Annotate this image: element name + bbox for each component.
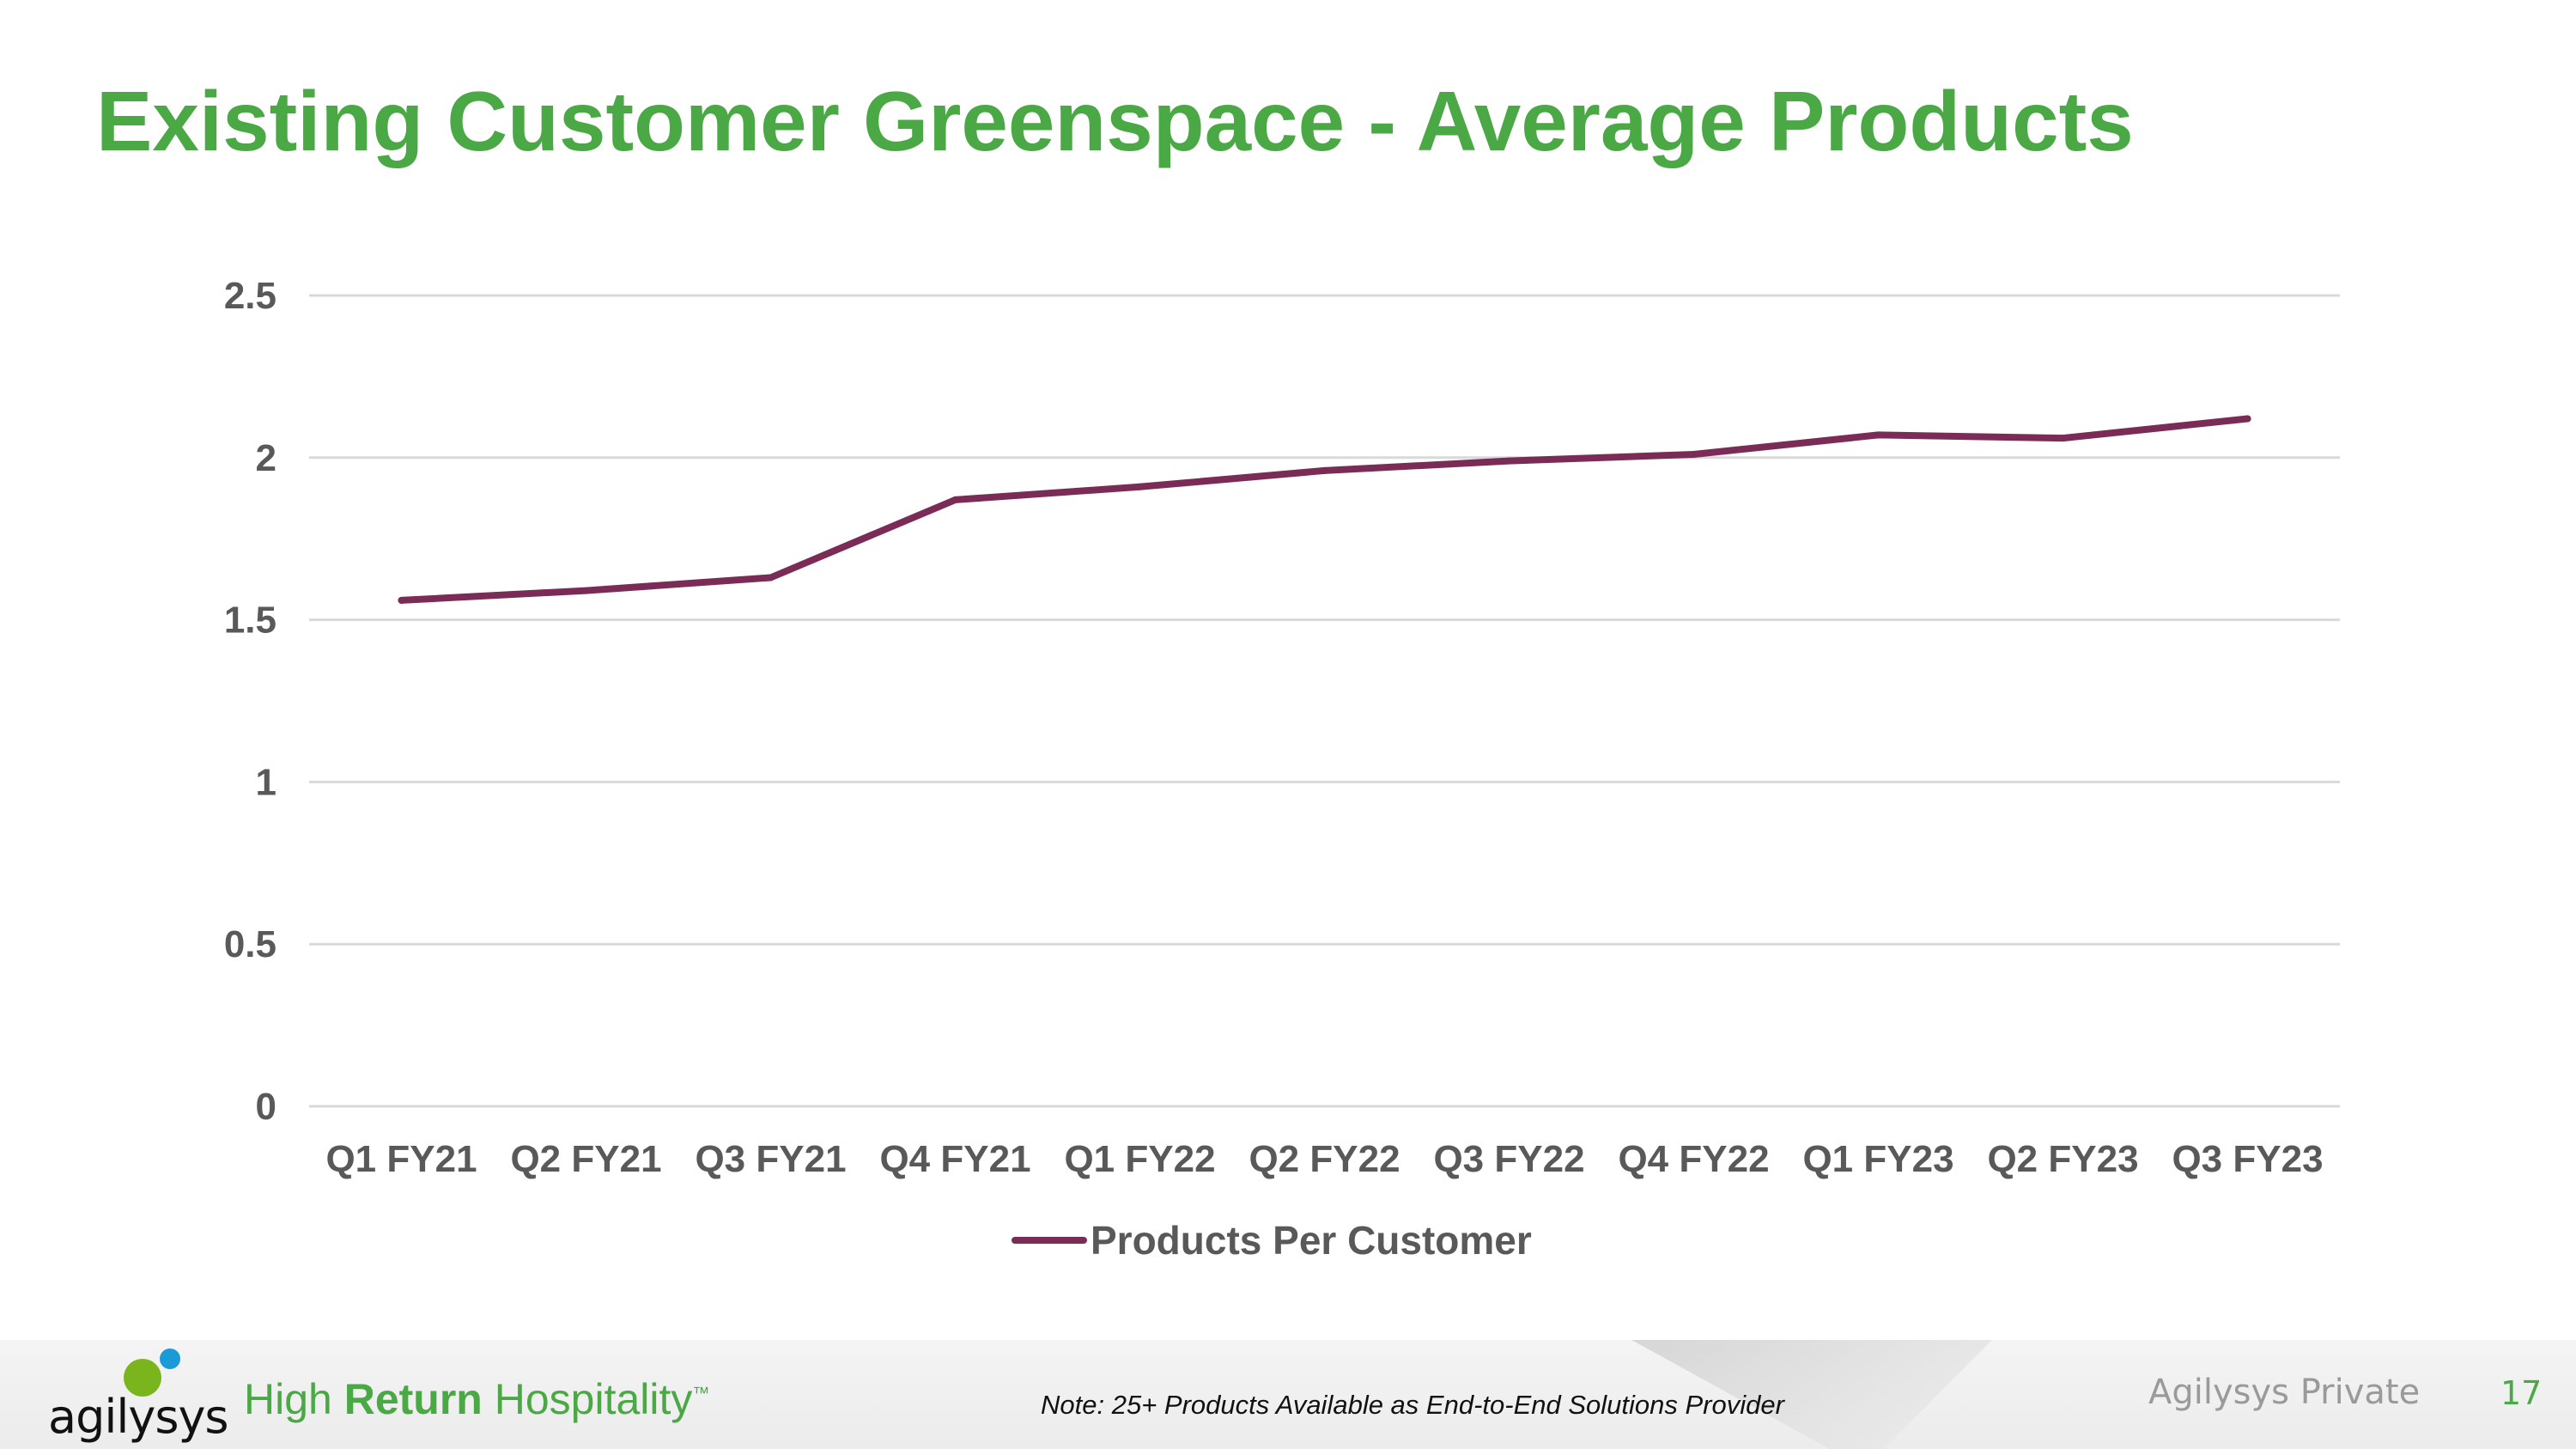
y-tick-label: 1 — [256, 761, 276, 803]
data-point — [1136, 483, 1144, 490]
series-layer — [398, 415, 2251, 604]
data-point — [2244, 415, 2251, 423]
y-tick-label: 0.5 — [224, 923, 276, 965]
company-logo-text: agilysys — [48, 1390, 229, 1444]
classification-label: Agilysys Private — [2148, 1373, 2421, 1412]
logo-green-dot-icon — [124, 1359, 161, 1397]
tagline: High Return Hospitality™ — [244, 1374, 709, 1424]
data-point — [1505, 457, 1513, 465]
x-tick-label: Q2 FY21 — [510, 1138, 661, 1180]
page-number: 17 — [2500, 1374, 2543, 1412]
x-tick-label: Q3 FY22 — [1433, 1138, 1584, 1180]
x-tick-label: Q3 FY23 — [2172, 1138, 2323, 1180]
legend-label: Products Per Customer — [1091, 1218, 1532, 1263]
x-tick-label: Q3 FY21 — [695, 1138, 846, 1180]
slide-title: Existing Customer Greenspace - Average P… — [96, 74, 2134, 168]
y-tick-label: 2.5 — [224, 275, 276, 317]
footnote: Note: 25+ Products Available as End-to-E… — [1041, 1390, 1784, 1420]
y-tick-label: 1.5 — [224, 600, 276, 642]
x-tick-label: Q1 FY23 — [1802, 1138, 1953, 1180]
footer-bar: agilysys High Return Hospitality™ Note: … — [0, 1340, 2576, 1449]
data-point — [951, 496, 959, 503]
logo-blue-dot-icon — [160, 1349, 180, 1369]
data-point — [1321, 466, 1328, 474]
grid-lines — [309, 294, 2340, 1108]
y-tick-label: 0 — [256, 1086, 276, 1128]
tagline-bold: Return — [343, 1375, 483, 1423]
y-axis-tick-labels: 0 0.5 1 1.5 2 2.5 — [224, 275, 276, 1128]
tagline-part-1: High — [244, 1375, 344, 1423]
data-point — [767, 574, 775, 581]
x-tick-label: Q1 FY22 — [1064, 1138, 1215, 1180]
line-chart: 0 0.5 1 1.5 2 2.5 Q1 FY21 Q2 FY21 Q3 FY21 Q4 FY2… — [224, 275, 2340, 1263]
y-tick-label: 2 — [256, 437, 276, 479]
tagline-part-2: Hospitality — [482, 1375, 693, 1423]
x-tick-label: Q4 FY21 — [879, 1138, 1030, 1180]
x-tick-label: Q4 FY22 — [1618, 1138, 1769, 1180]
data-point — [582, 587, 590, 594]
data-point — [2059, 435, 2067, 442]
x-axis-tick-labels: Q1 FY21 Q2 FY21 Q3 FY21 Q4 FY21 Q1 FY22 Q2 FY… — [325, 1138, 2323, 1180]
x-tick-label: Q2 FY22 — [1249, 1138, 1400, 1180]
data-point — [1690, 451, 1698, 459]
series-line — [398, 415, 2251, 604]
x-tick-label: Q2 FY23 — [1987, 1138, 2138, 1180]
legend: Products Per Customer — [1012, 1218, 1532, 1263]
data-point — [398, 596, 405, 604]
data-point — [1874, 431, 1882, 439]
x-tick-label: Q1 FY21 — [325, 1138, 477, 1180]
trademark-mark: ™ — [692, 1384, 710, 1403]
